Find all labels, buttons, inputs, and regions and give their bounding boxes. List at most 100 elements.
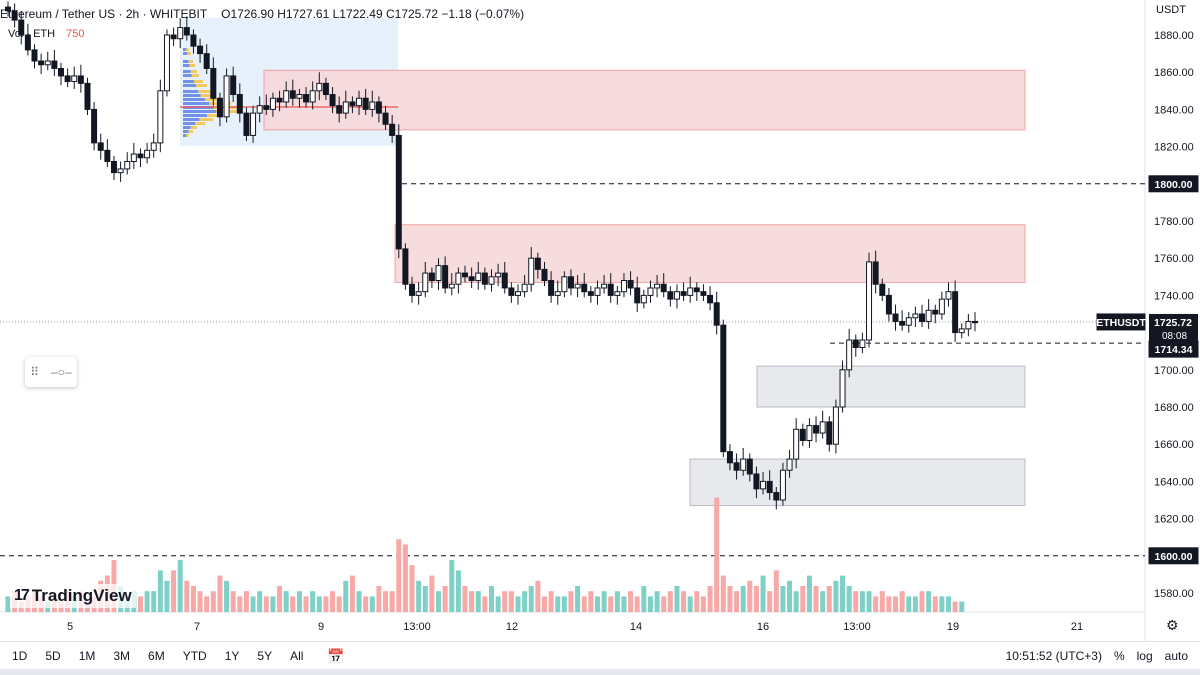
candle-down <box>481 272 488 285</box>
level-1714-tag-bg <box>1148 340 1199 358</box>
ohlc-readout: O1726.90 H1727.61 L1722.49 C1725.72 −1.1… <box>221 7 525 21</box>
range-ytd[interactable]: YTD <box>182 649 207 663</box>
candle-down <box>680 291 687 296</box>
candle-up <box>475 272 482 282</box>
volume-bar <box>224 580 230 612</box>
volume-bar <box>674 586 680 612</box>
range-1d[interactable]: 1D <box>12 649 28 663</box>
candle-up <box>687 287 694 296</box>
volume-bar <box>833 580 839 612</box>
range-all[interactable]: All <box>290 649 304 663</box>
candle-down <box>110 160 117 174</box>
candle-down <box>276 97 283 103</box>
volume-profile-bar <box>188 60 193 63</box>
axis-settings-icon[interactable]: ⚙ <box>1166 617 1179 633</box>
volume-bar <box>932 596 938 612</box>
volume-profile-bar <box>183 122 196 125</box>
range-1m[interactable]: 1M <box>78 649 96 663</box>
volume-bar <box>641 586 647 612</box>
range-6m[interactable]: 6M <box>148 649 165 663</box>
y-tick-label: 1780.00 <box>1154 216 1194 228</box>
candle-down <box>700 291 707 296</box>
symbol-title[interactable]: Ethereum / Tether US · 2h · WHITEBIT <box>0 7 208 21</box>
volume-bar <box>866 591 872 612</box>
candle-down <box>402 248 409 285</box>
candle-down <box>197 45 204 55</box>
volume-bar <box>171 570 177 612</box>
candle-up <box>806 425 813 441</box>
volume-bar <box>647 596 653 612</box>
volume-bar <box>873 596 879 612</box>
floating-drawing-toolbar[interactable]: ⠿ –○– <box>25 357 77 387</box>
volume-bar <box>416 580 422 612</box>
candle-up <box>157 90 164 144</box>
candle-up <box>640 294 647 304</box>
candle-up <box>839 369 846 408</box>
range-3m[interactable]: 3M <box>113 649 131 663</box>
volume-profile-bar <box>183 118 200 121</box>
candle-down <box>77 75 84 84</box>
y-tick-label: 1700.00 <box>1154 365 1194 377</box>
candle-down <box>468 276 475 282</box>
volume-bar <box>449 560 455 612</box>
volume-bar <box>495 596 501 612</box>
log-toggle[interactable]: log <box>1136 649 1153 663</box>
percent-toggle[interactable]: % <box>1113 649 1125 663</box>
volume-bar <box>926 591 932 612</box>
drag-handle-icon[interactable]: ⠿ <box>30 365 40 379</box>
candle-up <box>528 257 535 285</box>
level-1800-tag: 1800.00 <box>1155 179 1193 191</box>
volume-profile-bar <box>189 64 195 67</box>
price-chart[interactable]: 1580.00 1600.00 1620.00 1640.00 1660.00 1680.… <box>0 0 1200 641</box>
candle-down <box>766 480 773 494</box>
volume-bar <box>654 591 660 612</box>
candle-up <box>925 309 932 322</box>
candle-down <box>852 339 859 348</box>
volume-bar <box>853 591 859 612</box>
volume-bar <box>137 596 143 612</box>
line-tool-icon[interactable]: –○– <box>51 365 72 379</box>
volume-bar <box>634 596 640 612</box>
volume-bar <box>740 586 746 612</box>
volume-bar <box>217 575 223 612</box>
auto-toggle[interactable]: auto <box>1164 649 1188 663</box>
candle-up <box>620 280 627 293</box>
range-5d[interactable]: 5D <box>45 649 61 663</box>
volume-bar <box>555 596 561 612</box>
candle-up <box>647 287 654 296</box>
candle-down <box>919 313 926 322</box>
volume-profile-bar <box>183 60 189 63</box>
volume-profile-bar <box>183 84 197 87</box>
candle-up <box>309 90 316 103</box>
candle-up <box>177 27 184 40</box>
tradingview-mark-icon: 17 <box>14 587 30 604</box>
volume-profile-bar <box>183 102 210 105</box>
candle-up <box>793 428 800 460</box>
volume-bar <box>541 596 547 612</box>
candle-down <box>362 97 369 110</box>
x-tick-label: 16 <box>757 621 769 633</box>
volume-bar <box>707 586 713 612</box>
x-tick-label: 7 <box>194 621 200 633</box>
y-tick-label: 1620.00 <box>1154 514 1194 526</box>
volume-value: 750 <box>66 28 85 40</box>
goto-date-icon[interactable]: 📅 <box>327 647 345 664</box>
volume-bar <box>806 575 812 612</box>
currency-selector[interactable]: USDT <box>1156 4 1186 16</box>
volume-bar <box>243 591 249 612</box>
range-1y[interactable]: 1Y <box>224 649 240 663</box>
volume-profile-bar <box>183 48 187 51</box>
clock-readout[interactable]: 10:51:52 (UTC+3) <box>1005 649 1102 663</box>
candle-up <box>163 34 170 92</box>
volume-bar <box>800 586 806 612</box>
range-5y[interactable]: 5Y <box>257 649 273 663</box>
candle-down <box>91 108 98 144</box>
candle-up <box>369 101 376 110</box>
y-tick-label: 1580.00 <box>1154 588 1194 600</box>
volume-bar <box>290 596 296 612</box>
candle-down <box>899 320 906 326</box>
volume-bar <box>846 586 852 612</box>
volume-profile-bar <box>183 70 191 73</box>
volume-legend[interactable]: Vol · ETH 750 <box>8 28 85 40</box>
x-tick-label: 5 <box>67 621 73 633</box>
